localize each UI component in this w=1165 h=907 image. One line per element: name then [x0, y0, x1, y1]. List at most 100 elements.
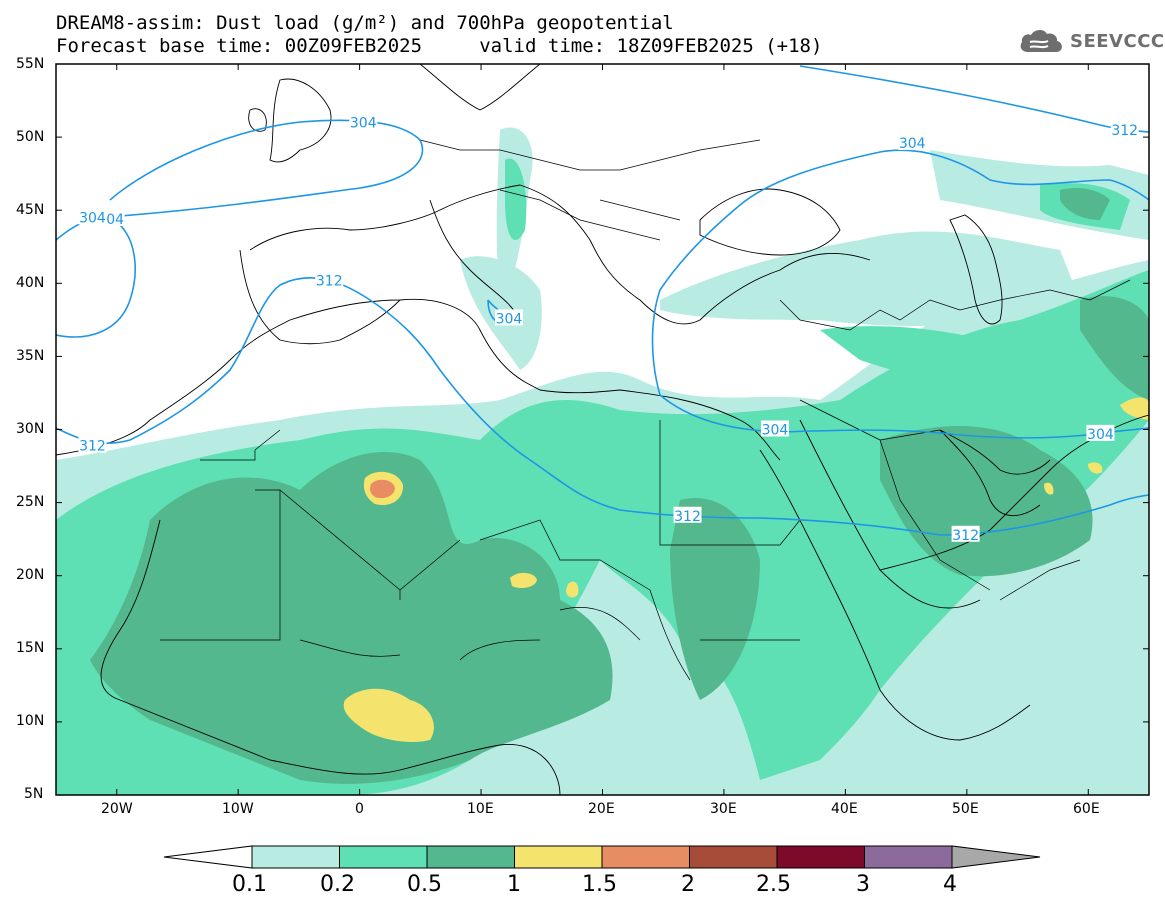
- lat-label: 50N: [16, 129, 45, 145]
- coastline-scandinavia: [419, 64, 541, 111]
- contour-label: 304: [350, 115, 377, 131]
- colorbar-swatch: [689, 845, 778, 869]
- dust-field-dense: [1080, 296, 1149, 400]
- dust-field-yellow: [510, 572, 537, 588]
- lon-label: 60E: [1073, 801, 1100, 817]
- colorbar-label: 0.5: [407, 872, 442, 897]
- contour-label-background: [78, 208, 107, 225]
- colorbar-swatch: [776, 845, 865, 869]
- contour-label-background: [349, 113, 378, 130]
- lon-label: 40E: [831, 801, 858, 817]
- figure-title: DREAM8-assim: Dust load (g/m²) and 700hP…: [56, 12, 674, 34]
- lon-label: 20W: [101, 801, 133, 817]
- colorbar-arrow-high: [951, 845, 1041, 869]
- lon-label: 0: [355, 801, 364, 817]
- seevccc-logo: SEEVCCC: [1018, 26, 1165, 56]
- coastline-africa-west: [56, 298, 781, 795]
- contour-label-background: [78, 436, 107, 453]
- coastline-arabia: [879, 414, 1149, 571]
- contour-label-background: [1086, 424, 1115, 441]
- lon-label: 30E: [710, 801, 737, 817]
- lon-label: 10W: [222, 801, 254, 817]
- lat-label: 15N: [16, 640, 45, 656]
- lat-label: 5N: [24, 786, 44, 802]
- contour-312-main: [56, 277, 1149, 536]
- colorbar-swatch: [251, 845, 340, 869]
- lon-label: 10E: [467, 801, 494, 817]
- lat-label: 35N: [16, 348, 45, 364]
- colorbar-label: 2: [681, 872, 695, 897]
- contour-304-east: [651, 149, 1149, 396]
- coastline-europe: [239, 184, 871, 345]
- colorbar-label: 0.1: [232, 872, 267, 897]
- colorbar-label: 4: [943, 872, 957, 897]
- dust-field-dense: [670, 498, 760, 700]
- contour-label-background: [760, 420, 789, 437]
- coastline-persian-gulf: [939, 429, 1051, 475]
- dust-fields: [56, 127, 1149, 795]
- contour-label: 304: [899, 136, 926, 152]
- lat-label: 25N: [16, 494, 45, 510]
- colorbar-label: 0.2: [320, 872, 355, 897]
- contour-label: 304: [79, 211, 106, 227]
- lat-label: 30N: [16, 421, 45, 437]
- colorbar-swatch: [426, 845, 515, 869]
- contour-label: 304: [1087, 427, 1114, 443]
- lat-label: 45N: [16, 202, 45, 218]
- contour-label: 312: [316, 273, 343, 289]
- coastlines: [56, 64, 1149, 795]
- lat-label: 20N: [16, 567, 45, 583]
- lat-label: 40N: [16, 275, 45, 291]
- dust-field-dense: [880, 426, 1093, 577]
- lat-label: 10N: [16, 713, 45, 729]
- colorbar: [163, 845, 1041, 869]
- colorbar-arrow-low: [163, 845, 253, 869]
- contour-label-background: [673, 506, 702, 523]
- borders: [160, 139, 1131, 681]
- dust-field-yellow: [343, 688, 434, 742]
- dust-field-yellow: [566, 581, 579, 598]
- coastline-somalia: [959, 704, 1031, 741]
- dust-field-dense: [90, 451, 613, 784]
- colorbar-label: 1.5: [582, 872, 617, 897]
- lat-label: 55N: [16, 56, 45, 72]
- dust-field-yellow: [1044, 482, 1054, 495]
- colorbar-swatch: [514, 845, 603, 869]
- logo-text: SEEVCCC: [1070, 30, 1165, 52]
- coastline-caspian: [949, 214, 1003, 325]
- contour-label-background: [494, 309, 523, 326]
- contour-label-background: [898, 133, 927, 150]
- dust-field-dense: [1060, 188, 1110, 220]
- dust-field-yellow: [1120, 397, 1149, 420]
- border: [299, 589, 800, 681]
- contour-label-background: [315, 271, 344, 288]
- contour-304-north: [109, 119, 424, 217]
- contour-label: 312: [674, 509, 701, 525]
- lon-label: 50E: [952, 801, 979, 817]
- colorbar-swatch: [339, 845, 428, 869]
- colorbar-label: 1: [507, 872, 521, 897]
- colorbar-label: 2.5: [756, 872, 791, 897]
- coastline-uk: [248, 78, 332, 163]
- cloud-icon: [1020, 29, 1062, 52]
- contour-label: 312: [1111, 123, 1138, 139]
- border: [779, 279, 1131, 331]
- lon-label: 20E: [588, 801, 615, 817]
- dust-field-medium: [820, 326, 1100, 420]
- border: [419, 139, 761, 241]
- coastline-black-sea: [699, 188, 841, 256]
- border: [160, 420, 801, 641]
- dust-field-light: [660, 231, 1080, 326]
- contour-label-background: [1110, 120, 1139, 137]
- contour-label: 304: [762, 423, 789, 439]
- dust-field-medium: [505, 158, 527, 240]
- contour-label: 312: [79, 439, 106, 455]
- contour-label-background: [951, 525, 980, 542]
- colorbar-swatch: [601, 845, 690, 869]
- coastline-red-sea: [759, 419, 981, 741]
- axis-ticks: [56, 63, 1149, 796]
- contour-label: 304: [496, 311, 523, 327]
- colorbar-swatch: [864, 845, 953, 869]
